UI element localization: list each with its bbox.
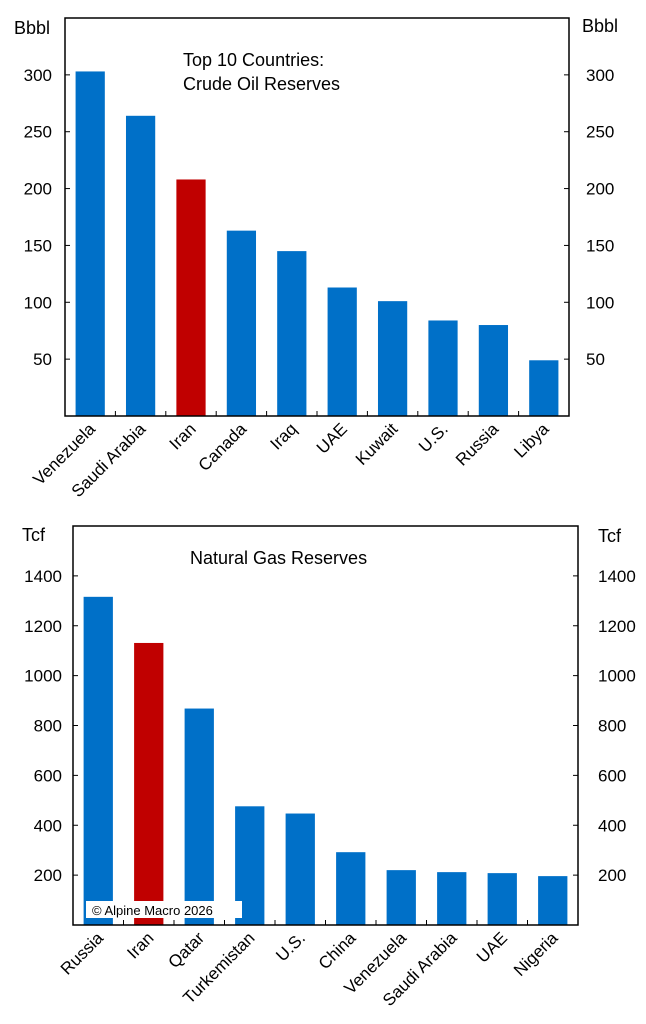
x-tick-label: UAE bbox=[313, 419, 351, 457]
x-tick-label: Kuwait bbox=[352, 419, 402, 469]
bar-qatar bbox=[184, 708, 214, 925]
y-axis-label-left: Tcf bbox=[22, 525, 46, 545]
y-axis-label-left: Bbbl bbox=[14, 18, 50, 38]
y-tick-label-left: 800 bbox=[34, 717, 62, 736]
bar-u-s- bbox=[285, 813, 315, 925]
y-tick-label-right: 400 bbox=[598, 816, 626, 835]
bar-russia bbox=[478, 325, 509, 416]
crude-oil-chart: Top 10 Countries: Crude Oil Reserves Bbb… bbox=[14, 16, 618, 501]
y-tick-label-right: 200 bbox=[586, 180, 614, 199]
y-tick-label-left: 600 bbox=[34, 766, 62, 785]
y-axis-label-right: Bbbl bbox=[582, 16, 618, 36]
bar-russia bbox=[83, 596, 113, 925]
watermark-box: © Alpine Macro 2026 bbox=[86, 901, 242, 918]
chart-title: Top 10 Countries: bbox=[183, 50, 324, 70]
x-tick-label: Iraq bbox=[266, 419, 300, 453]
x-tick-label: Russia bbox=[452, 419, 503, 470]
y-tick-label-right: 300 bbox=[586, 66, 614, 85]
bar-libya bbox=[529, 360, 559, 416]
y-tick-label-left: 400 bbox=[34, 816, 62, 835]
x-tick-label: China bbox=[315, 928, 360, 973]
y-tick-label-right: 600 bbox=[598, 766, 626, 785]
y-tick-label-left: 1200 bbox=[24, 617, 62, 636]
x-tick-label: Libya bbox=[510, 419, 553, 462]
y-tick-label-left: 1400 bbox=[24, 567, 62, 586]
bar-venezuela bbox=[75, 71, 105, 417]
natural-gas-chart: Natural Gas Reserves Tcf Tcf Russia Iran Q… bbox=[22, 525, 636, 1010]
x-tick-label: UAE bbox=[473, 928, 511, 966]
bar-kuwait bbox=[377, 301, 408, 416]
bar-canada bbox=[226, 230, 257, 416]
bar-iraq bbox=[277, 251, 307, 416]
y-tick-label-right: 1000 bbox=[598, 667, 636, 686]
chart-subtitle: Crude Oil Reserves bbox=[183, 74, 340, 94]
chart-title: Natural Gas Reserves bbox=[190, 548, 367, 568]
bar-saudi-arabia bbox=[437, 872, 467, 925]
x-tick-label: U.S. bbox=[272, 928, 309, 965]
bar-uae bbox=[327, 287, 357, 416]
y-tick-label-left: 300 bbox=[24, 66, 52, 85]
x-tick-label: Iran bbox=[123, 928, 157, 962]
watermark: © Alpine Macro 2026 bbox=[92, 903, 213, 918]
bar-iran bbox=[134, 642, 164, 925]
plot-frame bbox=[64, 17, 570, 417]
y-tick-label-right: 250 bbox=[586, 123, 614, 142]
y-tick-label-left: 100 bbox=[24, 293, 52, 312]
bar-china bbox=[336, 852, 366, 925]
y-tick-label-right: 1400 bbox=[598, 567, 636, 586]
y-tick-label-left: 50 bbox=[33, 350, 52, 369]
y-axis-label-right: Tcf bbox=[598, 526, 622, 546]
y-tick-label-right: 1200 bbox=[598, 617, 636, 636]
x-tick-label: Canada bbox=[195, 419, 251, 475]
x-tick-label: U.S. bbox=[415, 419, 452, 456]
y-tick-label-right: 800 bbox=[598, 717, 626, 736]
bar-saudi-arabia bbox=[125, 115, 156, 417]
bar-nigeria bbox=[538, 876, 568, 925]
y-tick-label-left: 250 bbox=[24, 123, 52, 142]
y-tick-label-left: 200 bbox=[24, 180, 52, 199]
bar-uae bbox=[487, 873, 517, 925]
bar-venezuela bbox=[386, 870, 416, 925]
x-tick-label: Nigeria bbox=[510, 928, 562, 980]
bar-iran bbox=[176, 179, 206, 416]
y-tick-label-right: 200 bbox=[598, 866, 626, 885]
x-tick-label: Qatar bbox=[165, 928, 209, 972]
y-tick-label-right: 50 bbox=[586, 350, 605, 369]
y-tick-label-left: 200 bbox=[34, 866, 62, 885]
x-tick-label: Iran bbox=[166, 419, 200, 453]
y-tick-label-left: 1000 bbox=[24, 667, 62, 686]
y-tick-label-right: 150 bbox=[586, 236, 614, 255]
y-tick-label-left: 150 bbox=[24, 236, 52, 255]
y-tick-label-right: 100 bbox=[586, 293, 614, 312]
bar-u-s- bbox=[428, 320, 458, 416]
x-tick-label: Russia bbox=[57, 928, 108, 979]
